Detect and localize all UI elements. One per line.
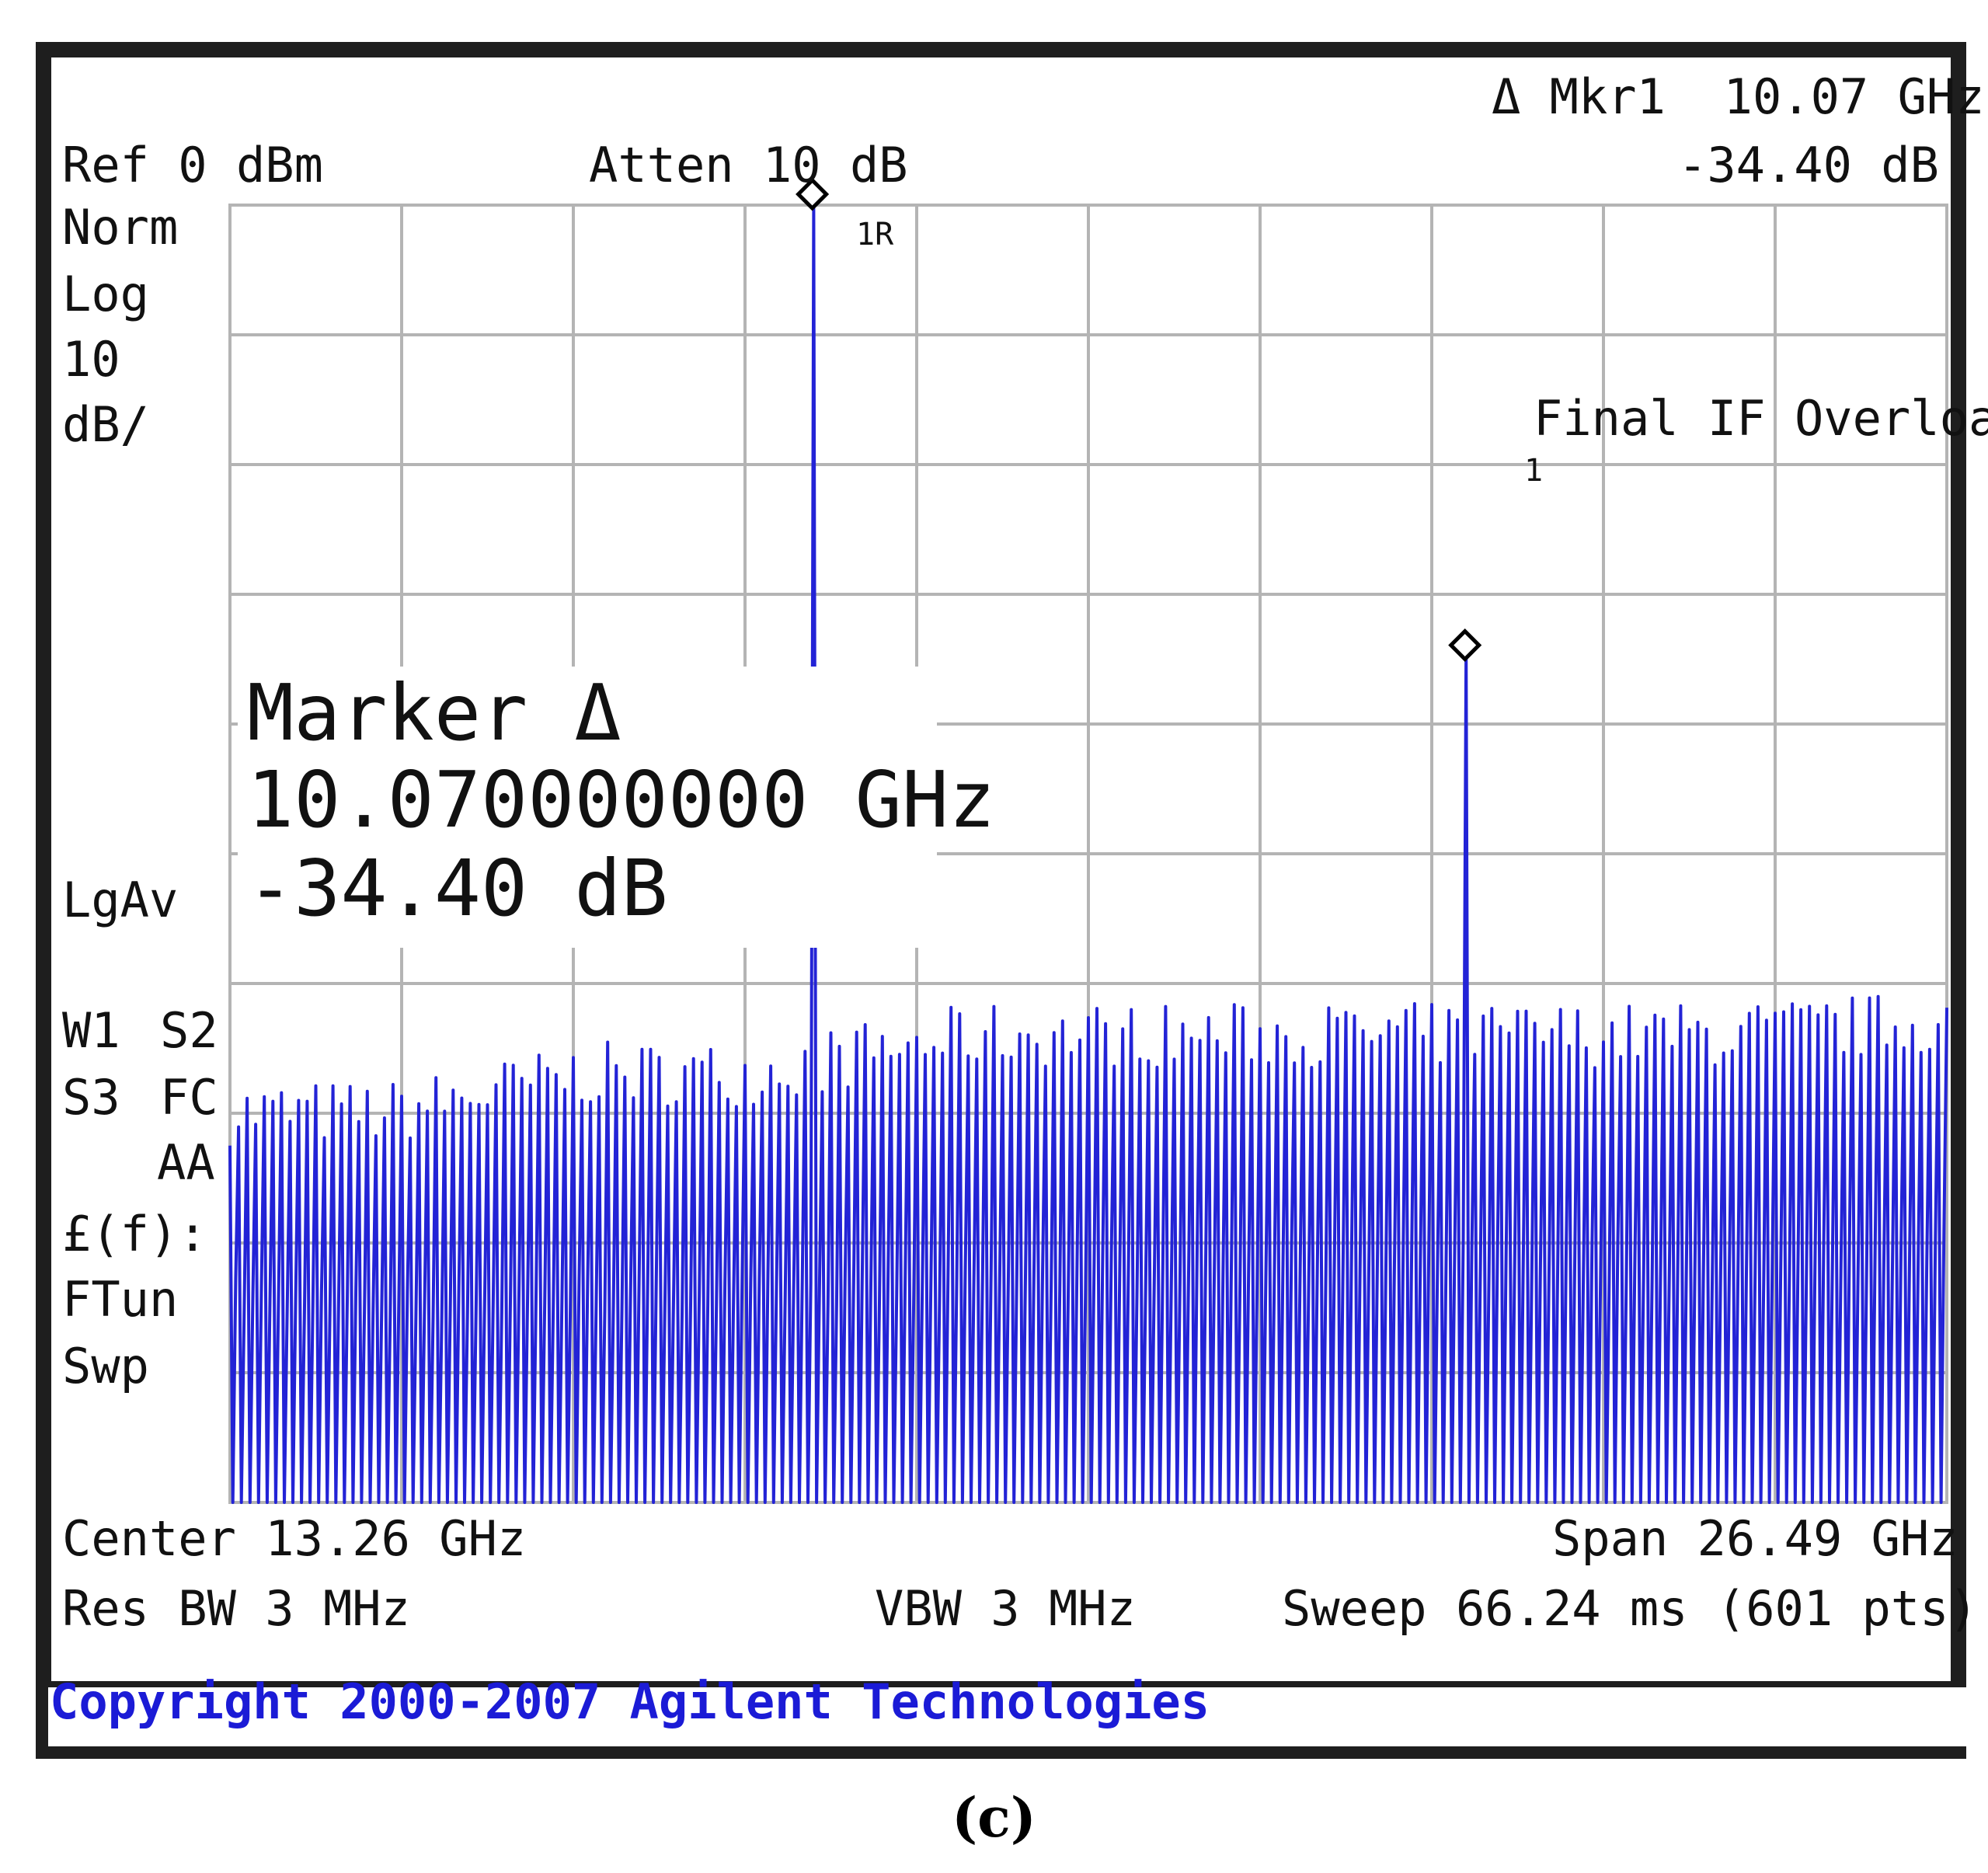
span-label: Span 26.49 GHz	[1552, 1510, 1958, 1567]
sweep-label: Sweep 66.24 ms (601 pts)	[1282, 1580, 1978, 1637]
aa-label: AA	[157, 1134, 215, 1191]
plot-frame	[228, 204, 1948, 1504]
marker-readout-freq: Δ Mkr1 10.07 GHz	[1492, 68, 1985, 125]
norm-label: Norm	[62, 199, 179, 256]
marker-readout-level: -34.40 dB	[1678, 137, 1939, 193]
figure-caption: (c)	[952, 1785, 1036, 1850]
marker-box-level: -34.40 dB	[247, 843, 668, 934]
analyzer-screen	[36, 42, 1966, 1759]
delta-marker-label: 1	[1524, 453, 1544, 489]
fc-label: FC	[160, 1069, 218, 1126]
overload-annotation: Final IF Overload	[1534, 390, 1988, 447]
ref-level-label: Ref 0 dBm	[62, 137, 323, 193]
ftun-label: FTun	[62, 1271, 179, 1328]
ref-marker-label: 1R	[856, 217, 894, 252]
vbw-label: VBW 3 MHz	[875, 1580, 1136, 1637]
scale-unit-label: dB/	[62, 396, 149, 453]
attenuation-label: Atten 10 dB	[589, 137, 908, 193]
marker-box-title: Marker Δ	[247, 667, 621, 758]
res-bw-label: Res BW 3 MHz	[62, 1580, 410, 1637]
status-bar	[48, 1687, 1966, 1746]
w1-label: W1	[62, 1002, 120, 1059]
s2-label: S2	[160, 1002, 218, 1059]
ref-marker-diamond	[796, 177, 830, 211]
center-freq-label: Center 13.26 GHz	[62, 1510, 527, 1567]
swp-label: Swp	[62, 1338, 149, 1394]
spectrum-trace	[228, 204, 1948, 1504]
log-label: Log	[62, 266, 149, 322]
s3-label: S3	[62, 1069, 120, 1126]
lf-label: £(f):	[62, 1206, 207, 1262]
lgav-label: LgAv	[62, 872, 179, 928]
marker-box-freq: 10.070000000 GHz	[247, 754, 996, 845]
marker-box: Marker Δ 10.070000000 GHz -34.40 dB	[238, 667, 995, 948]
trace-line	[228, 204, 1948, 1504]
delta-marker-diamond	[1448, 628, 1482, 663]
scale-value-label: 10	[62, 331, 120, 388]
markers	[796, 177, 1482, 663]
copyright-text: Copyright 2000-2007 Agilent Technologies	[50, 1673, 1210, 1730]
